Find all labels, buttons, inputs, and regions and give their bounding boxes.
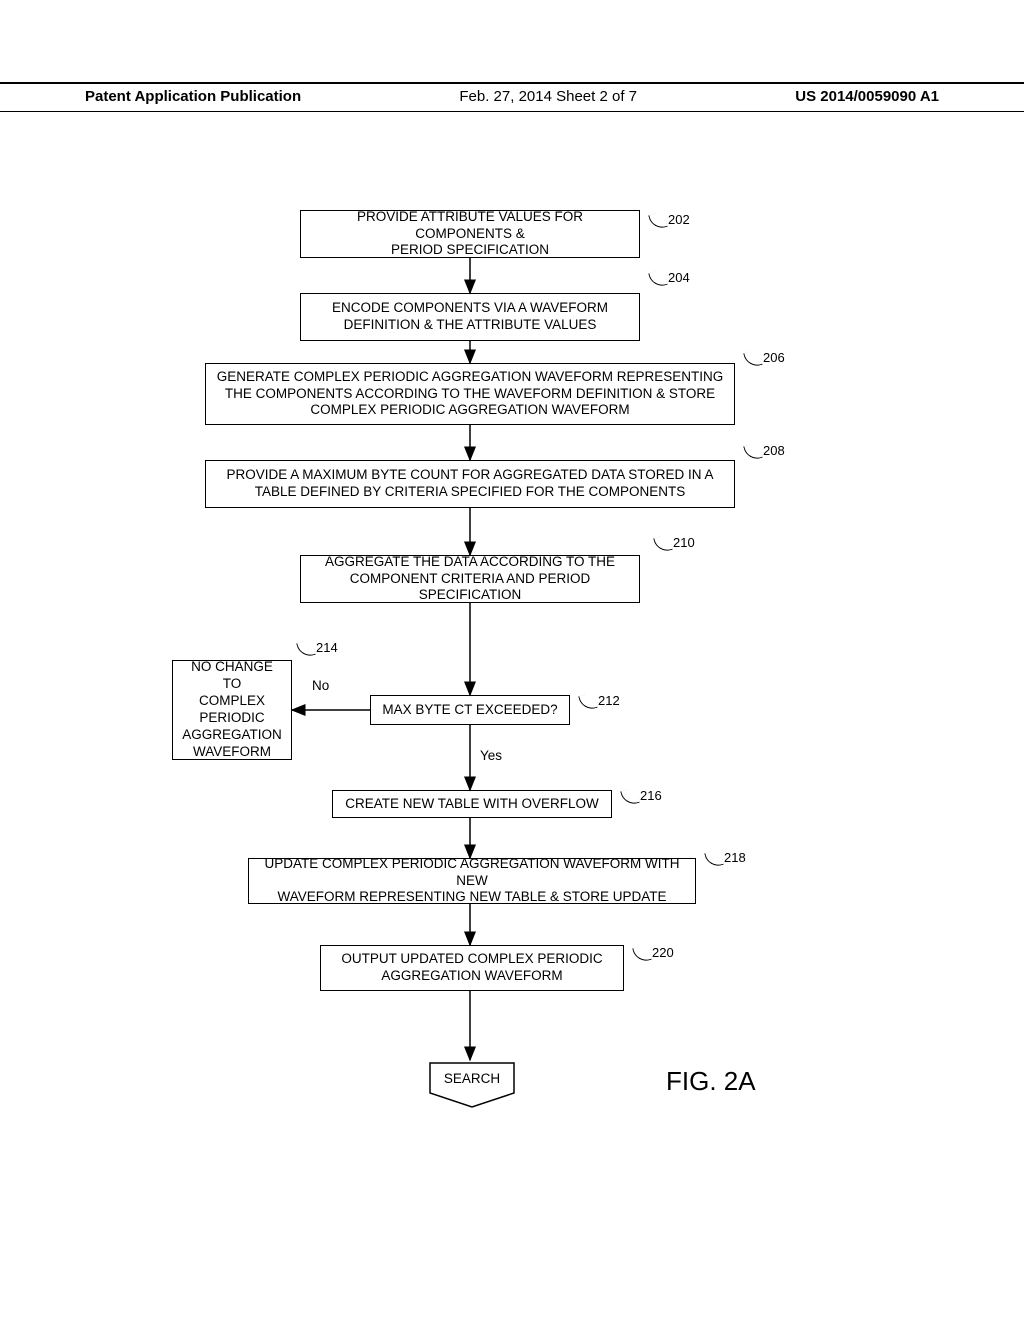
ref-label-216: 216 [622, 788, 662, 805]
flow-node-n216: CREATE NEW TABLE WITH OVERFLOW [332, 790, 612, 818]
ref-label-212: 212 [580, 693, 620, 710]
flowchart-arrows: No Yes SEARCH [0, 0, 1024, 1320]
flow-node-n204: ENCODE COMPONENTS VIA A WAVEFORMDEFINITI… [300, 293, 640, 341]
figure-label: FIG. 2A [666, 1066, 756, 1097]
search-connector [430, 1063, 514, 1107]
page-header: Patent Application Publication Feb. 27, … [0, 82, 1024, 112]
flow-node-n212: MAX BYTE CT EXCEEDED? [370, 695, 570, 725]
edge-label: No [312, 678, 329, 693]
flow-node-n214: NO CHANGE TOCOMPLEXPERIODICAGGREGATIONWA… [172, 660, 292, 760]
edge-label: Yes [480, 748, 502, 763]
flow-node-n218: UPDATE COMPLEX PERIODIC AGGREGATION WAVE… [248, 858, 696, 904]
flow-node-n208: PROVIDE A MAXIMUM BYTE COUNT FOR AGGREGA… [205, 460, 735, 508]
header-rule [0, 111, 1024, 112]
ref-label-202: 202 [650, 212, 690, 229]
ref-label-206: 206 [745, 350, 785, 367]
header-row: Patent Application Publication Feb. 27, … [0, 88, 1024, 105]
ref-label-208: 208 [745, 443, 785, 460]
flow-node-n206: GENERATE COMPLEX PERIODIC AGGREGATION WA… [205, 363, 735, 425]
ref-label-220: 220 [634, 945, 674, 962]
search-label: SEARCH [444, 1071, 500, 1086]
header-left: Patent Application Publication [85, 88, 301, 105]
flow-node-n210: AGGREGATE THE DATA ACCORDING TO THECOMPO… [300, 555, 640, 603]
ref-label-210: 210 [655, 535, 695, 552]
page: Patent Application Publication Feb. 27, … [0, 0, 1024, 1320]
header-mid: Feb. 27, 2014 Sheet 2 of 7 [459, 88, 637, 105]
ref-label-214: 214 [298, 640, 338, 657]
header-right: US 2014/0059090 A1 [795, 88, 939, 105]
flow-node-n220: OUTPUT UPDATED COMPLEX PERIODICAGGREGATI… [320, 945, 624, 991]
ref-label-218: 218 [706, 850, 746, 867]
ref-label-204: 204 [650, 270, 690, 287]
flow-node-n202: PROVIDE ATTRIBUTE VALUES FOR COMPONENTS … [300, 210, 640, 258]
